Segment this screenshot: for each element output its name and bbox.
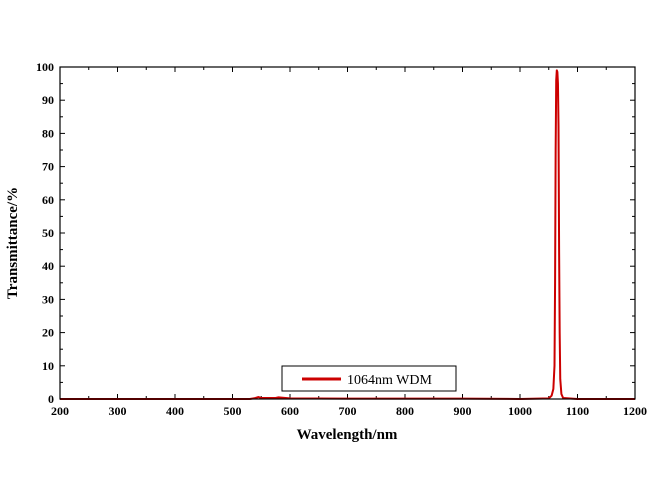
y-tick-label: 70 bbox=[42, 160, 54, 174]
legend-label: 1064nm WDM bbox=[347, 373, 432, 388]
x-tick-label: 1200 bbox=[623, 404, 647, 418]
y-tick-label: 40 bbox=[42, 259, 54, 273]
x-tick-label: 400 bbox=[166, 404, 184, 418]
y-tick-label: 80 bbox=[42, 126, 54, 140]
y-tick-label: 50 bbox=[42, 226, 54, 240]
plot-frame bbox=[59, 66, 636, 400]
series-layer bbox=[60, 69, 635, 400]
y-tick-label: 0 bbox=[48, 392, 54, 406]
x-tick-label: 900 bbox=[454, 404, 472, 418]
x-tick-label: 300 bbox=[109, 404, 127, 418]
y-axis-ticks: 0 10 20 30 40 50 60 70 80 90 100 bbox=[36, 60, 635, 406]
x-axis-label: Wavelength/nm bbox=[297, 427, 398, 443]
x-tick-label: 200 bbox=[51, 404, 69, 418]
y-tick-label: 10 bbox=[42, 359, 54, 373]
y-axis-label: Transmittance/% bbox=[5, 187, 21, 299]
y-tick-label: 60 bbox=[42, 193, 54, 207]
x-tick-label: 1000 bbox=[508, 404, 532, 418]
x-tick-label: 1100 bbox=[566, 404, 589, 418]
y-tick-label: 100 bbox=[36, 60, 54, 74]
y-tick-label: 30 bbox=[42, 292, 54, 306]
y-tick-label: 90 bbox=[42, 93, 54, 107]
y-tick-label: 20 bbox=[42, 326, 54, 340]
x-tick-label: 600 bbox=[281, 404, 299, 418]
x-tick-label: 700 bbox=[339, 404, 357, 418]
x-tick-label: 800 bbox=[396, 404, 414, 418]
legend: 1064nm WDM bbox=[281, 365, 457, 392]
series-line bbox=[60, 69, 635, 400]
x-tick-label: 500 bbox=[224, 404, 242, 418]
